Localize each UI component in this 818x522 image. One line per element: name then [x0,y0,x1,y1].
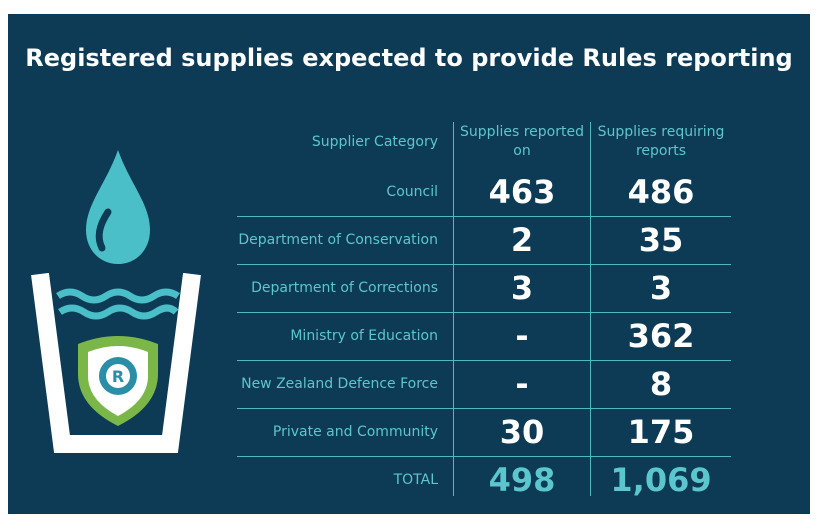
label-cell: Council [386,184,438,200]
value-cell: 2 [510,221,534,259]
row-divider [237,216,731,217]
label-cell: TOTAL [393,472,438,488]
value-cell: 175 [627,413,695,451]
row-divider [237,408,731,409]
value-cell: 8 [649,365,673,403]
panel: Registered supplies expected to provide … [8,14,810,514]
header-cell: Supplier Category [311,133,438,150]
header-cell: Supplies requiring reports [597,124,725,159]
label-cell: New Zealand Defence Force [241,376,438,392]
row-divider [237,312,731,313]
value-cell: 362 [627,317,695,355]
label-cell: Department of Conservation [238,232,438,248]
value-cell: 3 [649,269,673,307]
value-cell: 486 [627,173,695,211]
column-divider [453,122,454,496]
column-divider [590,122,591,496]
label-cell: Department of Corrections [251,280,438,296]
value-cell: 3 [510,269,534,307]
header-cell: Supplies reported on [460,124,584,159]
value-cell: - [515,365,529,403]
value-cell: - [515,317,529,355]
title: Registered supplies expected to provide … [25,44,793,72]
label-cell: Private and Community [272,424,438,440]
svg-text:R: R [112,367,124,386]
row-divider [237,456,731,457]
label-cell: Ministry of Education [290,328,438,344]
value-cell: 498 [488,461,556,499]
row-divider [237,264,731,265]
row-divider [237,360,731,361]
value-cell: 35 [638,221,684,259]
value-cell: 30 [499,413,545,451]
value-cell: 463 [488,173,556,211]
icon: R [31,150,201,453]
value-cell: 1,069 [610,461,712,499]
